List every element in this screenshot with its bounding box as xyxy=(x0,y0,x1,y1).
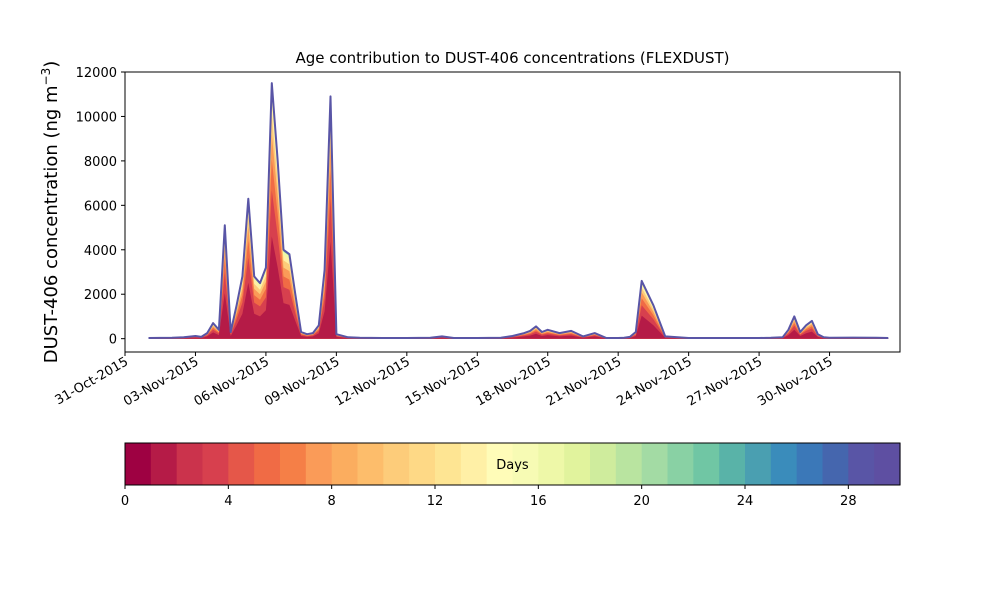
colorbar-segment xyxy=(822,443,849,485)
y-axis: 0 2000 4000 6000 8000 10000 12000 xyxy=(76,66,125,348)
colorbar-segment xyxy=(512,443,539,485)
colorbar-segment xyxy=(305,443,333,485)
y-tick-label: 8000 xyxy=(84,155,117,170)
colorbar-segment xyxy=(796,443,824,485)
colorbar-tick-label: 28 xyxy=(840,494,857,509)
colorbar-tick-label: 16 xyxy=(530,494,547,509)
y-tick-label: 12000 xyxy=(76,66,117,81)
colorbar-segment xyxy=(590,443,617,485)
colorbar-tick-label: 4 xyxy=(224,494,232,509)
x-tick-label: 03-Nov-2015 xyxy=(121,354,201,409)
colorbar-segment xyxy=(383,443,410,485)
colorbar-segment xyxy=(486,443,514,485)
x-tick-label: 24-Nov-2015 xyxy=(614,354,694,409)
colorbar-tick-label: 12 xyxy=(427,494,444,509)
colorbar-segment xyxy=(176,443,204,485)
colorbar-segment xyxy=(331,443,359,485)
colorbar-segment xyxy=(745,443,772,485)
colorbar-segment xyxy=(125,443,152,485)
y-axis-label: DUST-406 concentration (ng m−3) xyxy=(39,61,62,364)
y-tick-label: 6000 xyxy=(84,199,117,214)
y-axis-label-unit-superscript: −3 xyxy=(39,68,53,86)
colorbar-segment xyxy=(693,443,720,485)
colorbar-segment xyxy=(874,443,901,485)
colorbar-segment xyxy=(150,443,178,485)
colorbar-segment xyxy=(202,443,229,485)
plot-area xyxy=(148,82,889,339)
x-tick-label: 18-Nov-2015 xyxy=(473,354,553,409)
colorbar-segment xyxy=(848,443,875,485)
y-axis-label-text: DUST-406 concentration (ng m xyxy=(41,85,62,363)
colorbar-segment xyxy=(538,443,565,485)
x-tick-label: 21-Nov-2015 xyxy=(544,354,624,409)
chart-title: Age contribution to DUST-406 concentrati… xyxy=(295,49,729,67)
x-tick-label: 31-Oct-2015 xyxy=(53,354,131,408)
colorbar-label: Days xyxy=(496,458,529,473)
colorbar-tick-label: 20 xyxy=(633,494,650,509)
colorbar: Days 0 4 8 12 16 20 24 28 xyxy=(121,442,901,509)
colorbar-tick-label: 0 xyxy=(121,494,129,509)
y-tick-label: 10000 xyxy=(76,110,117,125)
y-tick-label: 4000 xyxy=(84,244,117,259)
colorbar-segment xyxy=(770,443,798,485)
colorbar-segment xyxy=(357,443,384,485)
colorbar-segment xyxy=(435,443,462,485)
colorbar-tick-label: 8 xyxy=(328,494,336,509)
x-tick-label: 30-Nov-2015 xyxy=(755,354,835,409)
y-axis-label-close: ) xyxy=(41,61,62,68)
colorbar-segment xyxy=(254,443,281,485)
colorbar-segment xyxy=(667,443,694,485)
colorbar-segment xyxy=(719,443,746,485)
colorbar-segment xyxy=(280,443,307,485)
colorbar-segment xyxy=(615,443,643,485)
y-tick-label: 0 xyxy=(109,333,117,348)
x-axis: 31-Oct-201503-Nov-201506-Nov-201509-Nov-… xyxy=(53,352,836,409)
colorbar-segment xyxy=(409,443,436,485)
x-tick-label: 12-Nov-2015 xyxy=(333,354,413,409)
x-tick-label: 09-Nov-2015 xyxy=(262,354,342,409)
colorbar-segment xyxy=(460,443,488,485)
plot-frame xyxy=(124,71,901,353)
x-tick-label: 15-Nov-2015 xyxy=(403,354,483,409)
x-tick-label: 27-Nov-2015 xyxy=(685,354,765,409)
age-band-area xyxy=(148,236,889,339)
colorbar-frame xyxy=(124,442,901,486)
y-tick-label: 2000 xyxy=(84,288,117,303)
colorbar-tick-label: 24 xyxy=(737,494,754,509)
colorbar-segment xyxy=(228,443,255,485)
colorbar-segment xyxy=(564,443,591,485)
x-tick-label: 06-Nov-2015 xyxy=(192,354,272,409)
total-concentration-line xyxy=(148,82,889,339)
colorbar-segment xyxy=(641,443,669,485)
